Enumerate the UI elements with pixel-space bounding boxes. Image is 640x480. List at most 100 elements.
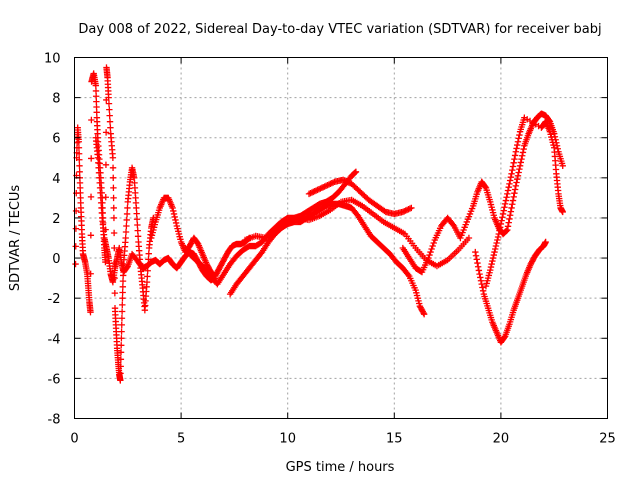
data-point — [504, 223, 512, 230]
data-point — [352, 168, 360, 176]
series-track-mid-band — [241, 196, 473, 270]
x-axis-label: GPS time / hours — [286, 460, 395, 475]
data-point — [105, 94, 112, 101]
data-point — [489, 257, 496, 265]
data-point — [496, 224, 504, 231]
data-point — [477, 274, 484, 281]
data-point — [145, 250, 152, 257]
data-point — [123, 263, 131, 271]
data-point — [559, 162, 566, 169]
data-point — [308, 189, 316, 196]
data-point — [110, 229, 118, 237]
data-point — [117, 363, 124, 370]
data-point — [381, 207, 388, 215]
data-point — [511, 190, 518, 197]
data-point — [72, 260, 79, 268]
data-point — [465, 234, 473, 242]
series-track-late-climb — [482, 114, 566, 290]
data-point — [111, 289, 119, 297]
data-point — [542, 238, 549, 246]
data-point — [428, 245, 435, 253]
y-tick-label: -8 — [48, 413, 61, 428]
plot-frame — [74, 57, 608, 419]
data-point — [341, 177, 348, 184]
data-point — [491, 248, 498, 256]
data-point — [102, 194, 109, 201]
data-point — [305, 190, 313, 198]
data-point — [123, 210, 131, 218]
data-point — [119, 289, 126, 296]
data-point — [87, 193, 95, 201]
data-point — [106, 112, 113, 119]
data-point — [169, 204, 176, 212]
data-point — [123, 216, 130, 224]
data-point — [107, 124, 114, 131]
data-point — [509, 197, 517, 204]
y-tick-label: -4 — [48, 332, 61, 347]
data-point — [119, 277, 127, 285]
data-point — [345, 179, 353, 186]
data-point — [493, 239, 500, 247]
data-point — [551, 130, 558, 137]
data-point — [482, 183, 489, 191]
data-point — [504, 187, 512, 194]
data-point — [515, 135, 522, 142]
data-point — [506, 215, 513, 223]
data-point — [329, 179, 337, 186]
data-point — [473, 256, 480, 263]
data-point — [408, 204, 415, 212]
data-point — [339, 176, 347, 184]
data-point — [318, 184, 326, 192]
data-point — [509, 166, 516, 174]
data-point — [87, 232, 95, 239]
data-point — [109, 154, 117, 161]
y-tick-label: 4 — [52, 172, 60, 187]
data-point — [488, 260, 495, 268]
data-point — [93, 103, 100, 111]
data-point — [134, 233, 142, 240]
data-points — [72, 64, 566, 384]
data-point — [511, 186, 519, 193]
data-point — [501, 200, 509, 208]
chart-title: Day 008 of 2022, Sidereal Day-to-day VTE… — [78, 22, 601, 37]
data-point — [109, 164, 117, 172]
data-point — [513, 145, 520, 152]
data-point — [496, 227, 503, 234]
x-tick-label: 20 — [493, 432, 510, 447]
data-point — [508, 204, 515, 212]
data-point — [507, 208, 515, 215]
data-point — [402, 207, 409, 214]
data-point — [494, 236, 501, 244]
axis-ticks: 0 5 10 15 20 25 -8 -6 -4 -2 0 2 4 6 8 10 — [44, 52, 616, 447]
data-point — [88, 116, 95, 124]
data-point — [509, 201, 516, 208]
data-point — [344, 178, 351, 186]
data-point — [119, 301, 126, 309]
data-point — [479, 287, 487, 295]
data-point — [144, 267, 151, 274]
data-point — [110, 174, 117, 182]
data-point — [502, 197, 510, 204]
data-point — [404, 271, 412, 278]
data-point — [133, 204, 140, 212]
data-point — [171, 213, 178, 221]
data-point — [352, 169, 359, 176]
data-point — [430, 239, 437, 247]
data-point — [88, 155, 95, 162]
data-point — [494, 233, 502, 241]
data-point — [87, 309, 94, 316]
data-point — [504, 226, 511, 234]
data-point — [317, 185, 324, 192]
data-point — [559, 208, 566, 216]
data-point — [106, 118, 114, 125]
data-point — [502, 228, 510, 235]
series-track-deep-dip — [472, 238, 549, 346]
data-point — [87, 270, 94, 277]
data-point — [503, 194, 510, 201]
data-point — [134, 221, 141, 229]
data-point — [92, 82, 100, 89]
data-point — [474, 263, 482, 270]
data-point — [119, 294, 126, 302]
data-point — [93, 98, 100, 105]
data-point — [324, 181, 331, 189]
